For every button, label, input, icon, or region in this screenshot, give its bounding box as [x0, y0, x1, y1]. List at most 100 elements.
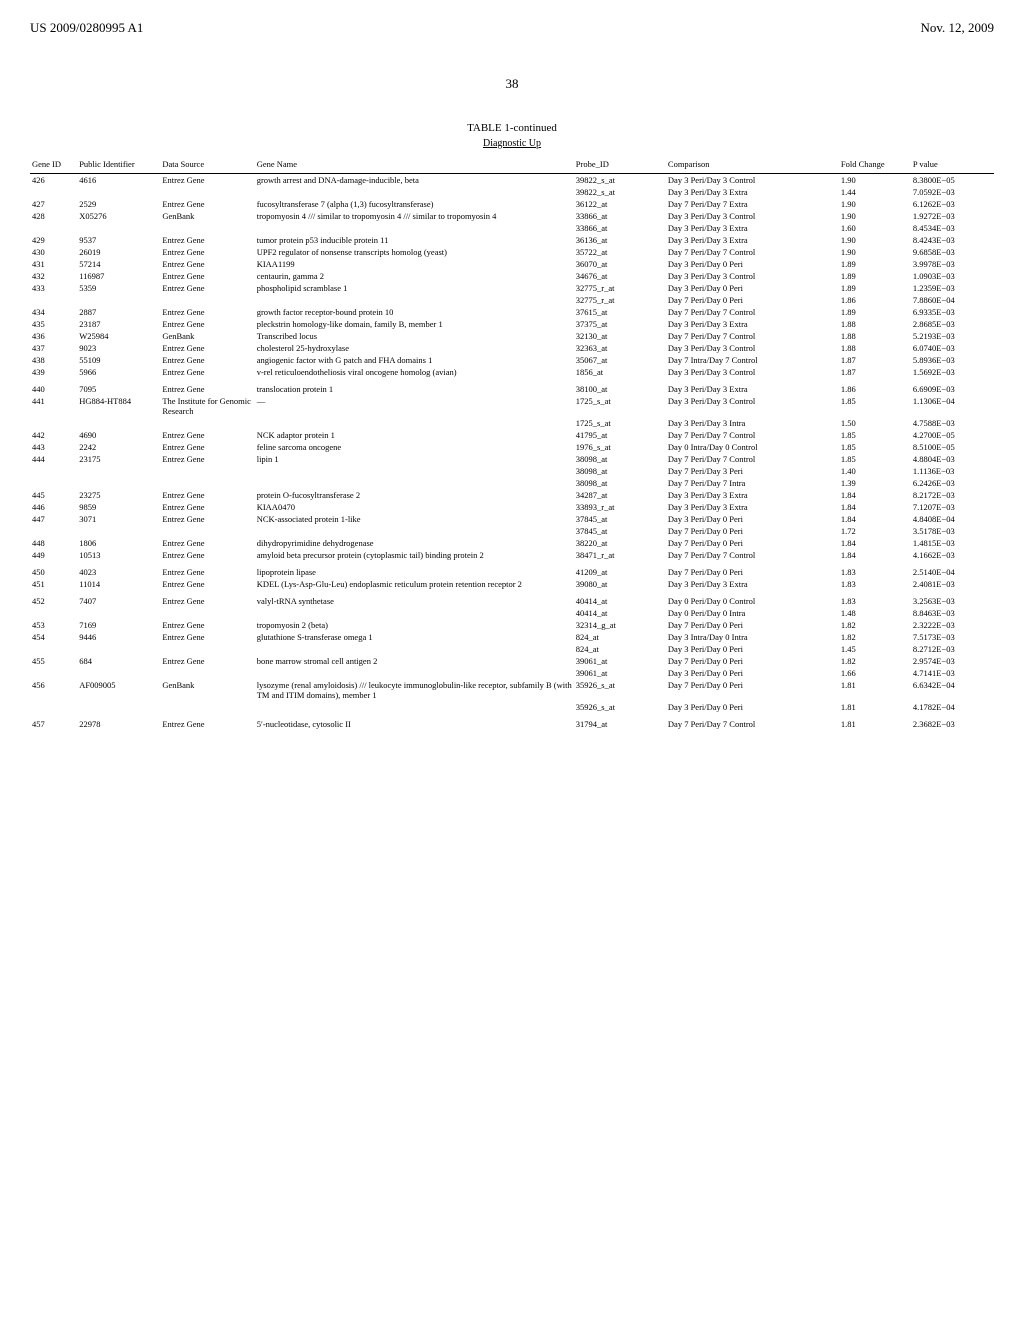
cell-comparison: Day 3 Peri/Day 3 Extra — [666, 222, 839, 234]
cell-p-value: 9.6858E−03 — [911, 246, 994, 258]
cell-public-identifier — [77, 701, 160, 713]
cell-public-identifier: 5966 — [77, 366, 160, 378]
cell-data-source: Entrez Gene — [160, 354, 254, 366]
cell-gene-name: cholesterol 25-hydroxylase — [255, 342, 574, 354]
table-row: 4299537Entrez Genetumor protein p53 indu… — [30, 234, 994, 246]
cell-gene-name — [255, 477, 574, 489]
cell-gene-id: 430 — [30, 246, 77, 258]
cell-public-identifier — [77, 417, 160, 429]
cell-data-source: Entrez Gene — [160, 590, 254, 607]
cell-p-value: 2.9574E−03 — [911, 655, 994, 667]
cell-fold-change: 1.72 — [839, 525, 911, 537]
cell-gene-name: amyloid beta precursor protein (cytoplas… — [255, 549, 574, 561]
col-gene-name: Gene Name — [255, 155, 574, 174]
table-row: 4335359Entrez Genephospholipid scramblas… — [30, 282, 994, 294]
cell-comparison: Day 3 Peri/Day 3 Extra — [666, 378, 839, 395]
cell-public-identifier: 23175 — [77, 453, 160, 465]
cell-p-value: 3.5178E−03 — [911, 525, 994, 537]
cell-fold-change: 1.84 — [839, 489, 911, 501]
section-header: Diagnostic Up — [30, 138, 994, 149]
cell-fold-change: 1.89 — [839, 306, 911, 318]
cell-data-source: GenBank — [160, 210, 254, 222]
table-row: 44423175Entrez Genelipin 138098_atDay 7 … — [30, 453, 994, 465]
cell-comparison: Day 0 Peri/Day 0 Control — [666, 590, 839, 607]
table-row: 456AF009005GenBanklysozyme (renal amyloi… — [30, 679, 994, 701]
cell-p-value: 6.6342E−04 — [911, 679, 994, 701]
cell-comparison: Day 7 Peri/Day 7 Control — [666, 330, 839, 342]
cell-gene-name: NCK-associated protein 1-like — [255, 513, 574, 525]
cell-gene-id: 454 — [30, 631, 77, 643]
cell-data-source: Entrez Gene — [160, 282, 254, 294]
cell-gene-id: 444 — [30, 453, 77, 465]
cell-public-identifier — [77, 186, 160, 198]
cell-gene-id: 440 — [30, 378, 77, 395]
cell-fold-change: 1.83 — [839, 561, 911, 578]
cell-p-value: 8.2172E−03 — [911, 489, 994, 501]
cell-fold-change: 1.90 — [839, 174, 911, 187]
table-row: 1725_s_atDay 3 Peri/Day 3 Intra1.504.758… — [30, 417, 994, 429]
cell-fold-change: 1.90 — [839, 198, 911, 210]
cell-gene-name: KIAA0470 — [255, 501, 574, 513]
cell-public-identifier: AF009005 — [77, 679, 160, 701]
cell-p-value: 2.8685E−03 — [911, 318, 994, 330]
col-gene-id: Gene ID — [30, 155, 77, 174]
table-row: 4272529Entrez Genefucosyltransferase 7 (… — [30, 198, 994, 210]
cell-p-value: 6.2426E−03 — [911, 477, 994, 489]
cell-p-value: 2.3222E−03 — [911, 619, 994, 631]
cell-probe-id: 33866_at — [574, 210, 666, 222]
cell-probe-id: 39822_s_at — [574, 174, 666, 187]
cell-comparison: Day 3 Intra/Day 0 Intra — [666, 631, 839, 643]
cell-probe-id: 39080_at — [574, 578, 666, 590]
cell-probe-id: 39061_at — [574, 655, 666, 667]
cell-gene-name — [255, 643, 574, 655]
cell-p-value: 4.1662E−03 — [911, 549, 994, 561]
cell-data-source: Entrez Gene — [160, 501, 254, 513]
table-row: 32775_r_atDay 7 Peri/Day 0 Peri1.867.886… — [30, 294, 994, 306]
cell-comparison: Day 3 Peri/Day 3 Extra — [666, 318, 839, 330]
cell-comparison: Day 3 Peri/Day 3 Extra — [666, 186, 839, 198]
cell-data-source: Entrez Gene — [160, 306, 254, 318]
cell-fold-change: 1.87 — [839, 366, 911, 378]
table-row: 4432242Entrez Genefeline sarcoma oncogen… — [30, 441, 994, 453]
cell-public-identifier: 4023 — [77, 561, 160, 578]
cell-data-source: The Institute for Genomic Research — [160, 395, 254, 417]
cell-gene-name: angiogenic factor with G patch and FHA d… — [255, 354, 574, 366]
cell-public-identifier: 7095 — [77, 378, 160, 395]
cell-public-identifier: 57214 — [77, 258, 160, 270]
cell-p-value: 6.6909E−03 — [911, 378, 994, 395]
col-p-value: P value — [911, 155, 994, 174]
table-row: 4549446Entrez Geneglutathione S-transfer… — [30, 631, 994, 643]
cell-data-source — [160, 222, 254, 234]
table-row: 824_atDay 3 Peri/Day 0 Peri1.458.2712E−0… — [30, 643, 994, 655]
cell-fold-change: 1.85 — [839, 441, 911, 453]
cell-probe-id: 38098_at — [574, 477, 666, 489]
cell-fold-change: 1.84 — [839, 537, 911, 549]
cell-p-value: 4.8804E−03 — [911, 453, 994, 465]
cell-gene-name: tropomyosin 4 /// similar to tropomyosin… — [255, 210, 574, 222]
cell-fold-change: 1.90 — [839, 210, 911, 222]
cell-p-value: 1.2359E−03 — [911, 282, 994, 294]
cell-probe-id: 41209_at — [574, 561, 666, 578]
cell-fold-change: 1.86 — [839, 294, 911, 306]
cell-comparison: Day 7 Peri/Day 7 Control — [666, 429, 839, 441]
cell-gene-id: 456 — [30, 679, 77, 701]
cell-probe-id: 39061_at — [574, 667, 666, 679]
cell-data-source: Entrez Gene — [160, 561, 254, 578]
table-row: 436W25984GenBankTranscribed locus32130_a… — [30, 330, 994, 342]
cell-gene-name — [255, 222, 574, 234]
cell-p-value: 8.4534E−03 — [911, 222, 994, 234]
cell-gene-name: fucosyltransferase 7 (alpha (1,3) fucosy… — [255, 198, 574, 210]
table-row: 44910513Entrez Geneamyloid beta precurso… — [30, 549, 994, 561]
cell-data-source: Entrez Gene — [160, 174, 254, 187]
cell-data-source: Entrez Gene — [160, 342, 254, 354]
cell-fold-change: 1.89 — [839, 270, 911, 282]
cell-probe-id: 32775_r_at — [574, 282, 666, 294]
cell-probe-id: 38098_at — [574, 453, 666, 465]
cell-data-source: Entrez Gene — [160, 453, 254, 465]
cell-probe-id: 824_at — [574, 631, 666, 643]
cell-gene-id: 438 — [30, 354, 77, 366]
cell-probe-id: 35926_s_at — [574, 679, 666, 701]
cell-fold-change: 1.88 — [839, 318, 911, 330]
cell-probe-id: 1856_at — [574, 366, 666, 378]
cell-gene-name: lysozyme (renal amyloidosis) /// leukocy… — [255, 679, 574, 701]
